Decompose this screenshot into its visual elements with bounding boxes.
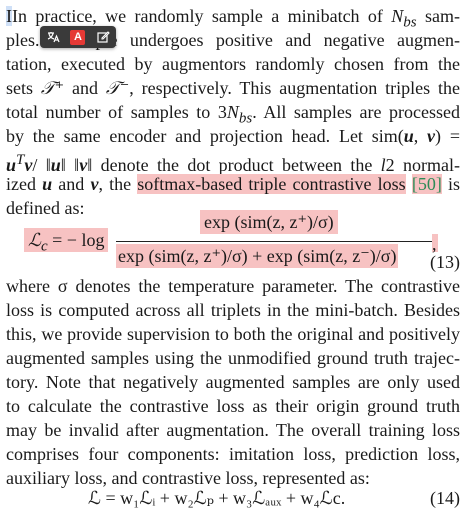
citation-link[interactable]: [50] (411, 174, 442, 194)
text-line: defined as: (6, 196, 460, 220)
math-var: v (24, 155, 33, 175)
math-var: N (226, 102, 239, 122)
edit-icon[interactable] (94, 28, 112, 46)
math-sub: c (40, 238, 48, 255)
equation-14: ℒ = w₁ℒᵢ + w₂ℒₚ + w₃ℒₐᵤₓ + w₄ℒc. (14) (0, 486, 472, 510)
text-span: sam- (416, 6, 460, 26)
math-text: , (432, 234, 437, 254)
text-line: comprises four components: imitation los… (6, 444, 460, 464)
text-line: total number of samples to 3Nbs. All sam… (6, 100, 460, 127)
annotation-toolbar: A (40, 26, 116, 48)
text-span: ized (6, 174, 43, 194)
text-line: ples. mple undergoes positive and negativ… (6, 28, 460, 52)
text-span: mple undergoes positive and negative aug… (81, 30, 461, 50)
text-span: ‖ denote the dot product between the (87, 155, 381, 175)
text-line: IIn practice, we randomly sample a minib… (6, 4, 460, 31)
math-var: u (6, 155, 17, 175)
text-line: uTv/ ‖u‖ ‖v‖ denote the dot product betw… (6, 148, 460, 175)
text-selection[interactable]: I (6, 6, 12, 26)
math-var: 𝒯⁺ (40, 78, 65, 98)
highlighted-text[interactable]: softmax-based triple contrastive loss (137, 174, 406, 194)
math-var: u (403, 126, 414, 146)
equation-lhs[interactable]: ℒc = − log (24, 228, 109, 255)
text-line: tation, executed by augmentors randomly … (6, 52, 460, 76)
text-span: is (441, 174, 461, 194)
text-span: ‖ ‖ (60, 155, 80, 175)
math-text: = − log (47, 230, 105, 250)
math-var: v (79, 155, 88, 175)
text-line: ized u and v, the softmax-based triple c… (6, 172, 460, 196)
text-line: may be invalid after augmentation. The o… (6, 420, 460, 440)
text-span: , respectively. This augmentation triple… (129, 78, 461, 98)
text-line: by the same encoder and projection head.… (6, 124, 460, 148)
text-span: by the same encoder and projection head.… (6, 126, 404, 146)
math-var: v (427, 126, 436, 146)
math-var: u (50, 155, 61, 175)
math-sub: bs (238, 110, 253, 127)
text-span: ples. (6, 30, 40, 50)
equation-number: (13) (430, 252, 460, 272)
text-span: ) = (435, 126, 460, 146)
math-var: v (90, 174, 99, 194)
text-line: auxiliary loss, and contrastive loss, re… (6, 468, 370, 488)
text-span: tation, executed by augmentors randomly … (6, 54, 460, 74)
math-var: l (380, 155, 386, 175)
text-span: 2 normal- (385, 155, 460, 175)
text-line: tory. Note that negatively augmented sam… (6, 372, 460, 392)
text-span (406, 174, 412, 194)
fraction-bar (116, 241, 434, 242)
math-sub: bs (403, 14, 417, 31)
text-span: In practice, we randomly sample a miniba… (12, 6, 392, 26)
text-line: loss is computed across all triplets in … (6, 300, 460, 320)
equation-number: (14) (430, 488, 460, 508)
math-var: ℒ (28, 230, 41, 250)
text-span: defined as: (6, 198, 85, 218)
text-line: sets 𝒯⁺ and 𝒯⁻, respectively. This augme… (6, 76, 460, 100)
highlight-icon[interactable]: A (69, 28, 87, 46)
equation-tail: , (432, 234, 438, 254)
highlight-letter: A (70, 29, 86, 45)
equation-body: ℒ = w₁ℒᵢ + w₂ℒₚ + w₃ℒₐᵤₓ + w₄ℒc. (88, 488, 346, 508)
text-line: this, we provide supervision to both the… (6, 324, 460, 344)
math-var: 𝒯⁻ (105, 78, 130, 98)
math-sup: T (16, 152, 25, 168)
math-var: N (391, 6, 404, 26)
equation-denominator[interactable]: exp (sim(z, z⁺)/σ) + exp (sim(z, z⁻)/σ) (116, 244, 399, 268)
text-span: , the (98, 174, 138, 194)
text-span: and (64, 78, 106, 98)
translate-icon[interactable] (44, 28, 62, 46)
text-span: and (52, 174, 91, 194)
text-span: , (413, 126, 428, 146)
text-span: total number of samples to 3 (6, 102, 227, 122)
text-span: / ‖ (32, 155, 51, 175)
text-line: augmented samples using the unmodified g… (6, 348, 460, 368)
text-span: . All samples are processed (252, 102, 460, 122)
text-span: sets (6, 78, 41, 98)
equation-numerator[interactable]: exp (sim(z, z⁺)/σ) (200, 210, 338, 234)
math-var: u (42, 174, 53, 194)
text-line: where σ denotes the temperature paramete… (6, 276, 460, 296)
text-line: to calculate the contrastive loss as the… (6, 396, 460, 416)
equation-13: ℒc = − log exp (sim(z, z⁺)/σ) exp (sim(z… (0, 208, 472, 272)
